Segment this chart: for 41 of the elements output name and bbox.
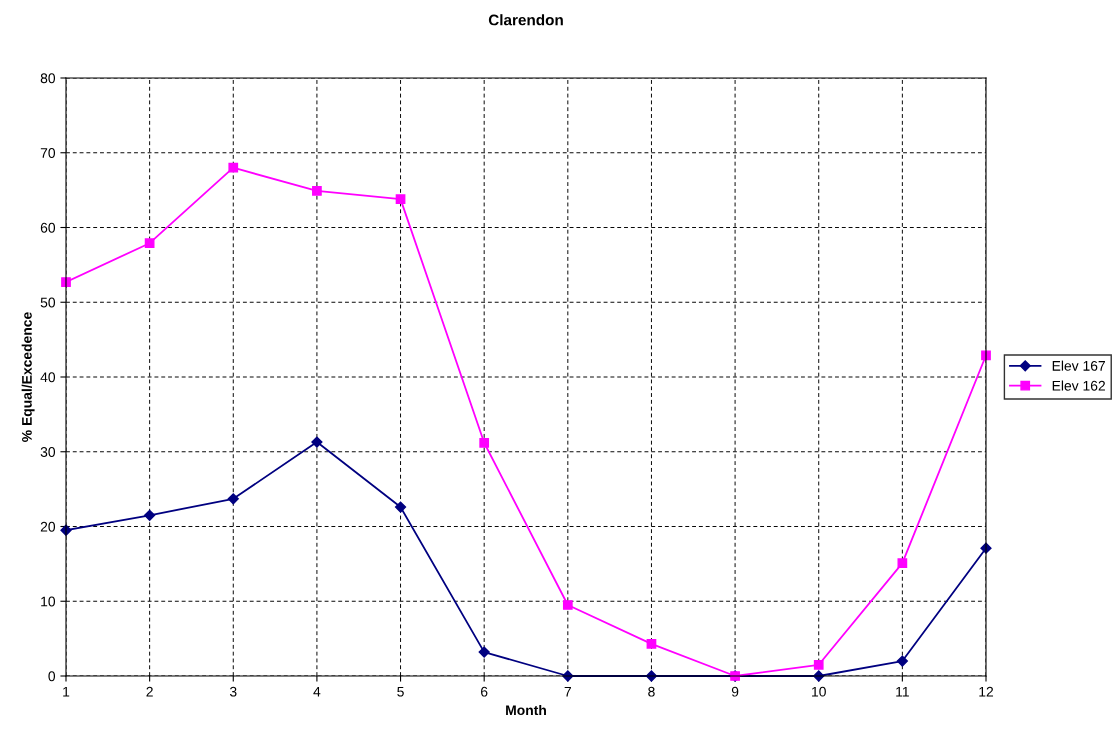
x-tick-label: 4 (313, 686, 321, 697)
point (311, 436, 323, 448)
point (144, 509, 156, 521)
x-tick-label: 3 (229, 686, 237, 697)
x-tick-label: 12 (979, 686, 994, 697)
point (896, 655, 908, 667)
point (144, 238, 155, 249)
x-tick-label: 7 (564, 686, 571, 697)
x-tick-label: 2 (146, 686, 153, 697)
y-tick-label: 60 (40, 222, 56, 233)
y-tick-label: 70 (40, 148, 56, 158)
y-axis-title: % Equal/Excedence (21, 312, 35, 442)
y-tick-label: 40 (40, 372, 56, 383)
point (228, 162, 239, 173)
y-tick-label: 50 (40, 297, 56, 308)
y-tick-label: 20 (40, 521, 56, 532)
point (395, 194, 406, 204)
point (646, 638, 657, 649)
point (227, 493, 239, 505)
point (897, 558, 908, 568)
point (813, 659, 824, 670)
y-tick-label: 80 (40, 73, 56, 84)
chart-title: Clarendon (488, 14, 563, 26)
y-tick-label: 0 (48, 671, 56, 682)
legend-label: Elev 162 (1052, 380, 1105, 391)
x-tick-label: 11 (896, 686, 909, 697)
legend-label: Elev 167 (1052, 360, 1105, 371)
x-tick-label: 6 (481, 686, 488, 697)
x-axis-title: Month (506, 704, 546, 716)
x-tick-label: 10 (812, 686, 826, 697)
x-tick-label: 9 (731, 686, 739, 697)
point (479, 437, 490, 448)
y-tick-label: 10 (41, 596, 56, 607)
x-tick-label: 5 (397, 686, 404, 697)
x-tick-label: 1 (63, 686, 70, 697)
point (562, 600, 573, 610)
y-tick-label: 30 (40, 447, 56, 457)
point (478, 646, 490, 658)
point (312, 186, 322, 196)
point (394, 501, 407, 513)
x-tick-label: 8 (648, 686, 655, 697)
